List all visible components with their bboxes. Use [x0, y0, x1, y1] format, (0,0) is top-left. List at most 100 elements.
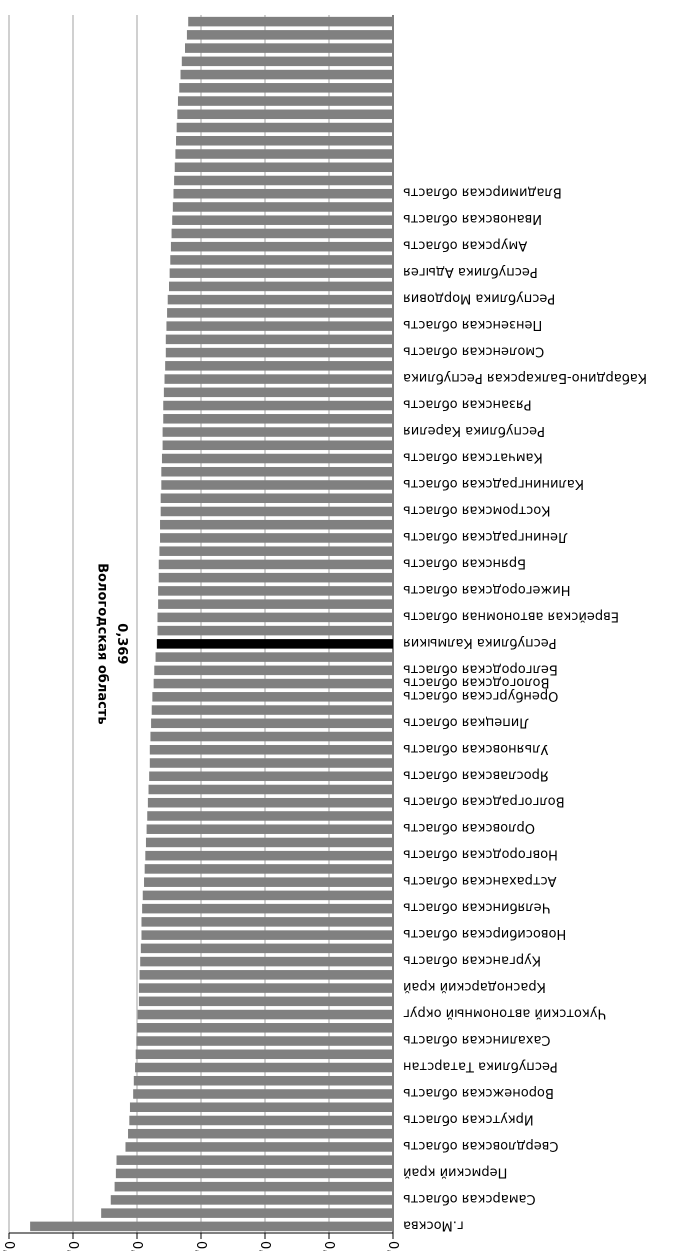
bar: [133, 1089, 393, 1099]
bar: [158, 599, 393, 609]
bar: [173, 188, 393, 199]
bar: [152, 692, 393, 702]
tick-label: 0,500: [65, 1241, 80, 1251]
bar: [157, 612, 393, 623]
bar: [151, 718, 393, 729]
bar: [177, 96, 393, 106]
category-label: Оренбургская область: [403, 688, 558, 703]
annotation-name: Вологодская область: [95, 563, 110, 724]
bar: [162, 440, 393, 451]
category-label: Ивановская область: [403, 211, 542, 226]
category-label: Республика Калмыкия: [403, 635, 557, 650]
category-label: Орловская область: [403, 820, 535, 835]
category-label: Республика Мордовия: [403, 291, 555, 306]
bar: [110, 1195, 393, 1205]
bar: [149, 745, 393, 755]
bar: [133, 1075, 393, 1086]
category-label: Воронежская область: [403, 1085, 554, 1100]
category-label: Еврейская автономная область: [403, 608, 619, 623]
bar: [129, 1115, 393, 1126]
bar: [115, 1168, 393, 1179]
category-label: Камчатская область: [403, 450, 543, 465]
category-label: Ленинградская область: [403, 529, 568, 544]
tick-label: 0,000: [385, 1241, 400, 1251]
category-label: Владимирская область: [403, 185, 562, 200]
bar: [161, 466, 393, 477]
bar: [171, 228, 393, 239]
bar: [180, 69, 393, 80]
bar: [142, 903, 393, 914]
bar: [146, 824, 393, 834]
bar: [149, 758, 393, 768]
bar: [163, 400, 393, 411]
bar: [188, 16, 393, 27]
bar: [148, 784, 393, 795]
tick-label: 0,600: [1, 1241, 16, 1251]
bar: [179, 83, 393, 93]
bar: [164, 374, 393, 384]
bar: [161, 453, 393, 464]
bar: [154, 665, 393, 676]
tick-label: 0,300: [193, 1241, 208, 1251]
bar: [170, 255, 393, 265]
bar: [137, 1009, 393, 1020]
annotation-value: 0,369: [114, 623, 129, 664]
bar: [165, 361, 393, 371]
category-label: Амурская область: [403, 238, 527, 253]
category-label: Ульяновская область: [403, 741, 548, 756]
bar: [150, 731, 393, 742]
bar: [125, 1142, 393, 1152]
bar: [145, 850, 393, 861]
bar: [163, 387, 393, 398]
bar: [158, 559, 393, 570]
category-label: Пермский край: [403, 1164, 507, 1179]
bar: [160, 519, 393, 530]
bar: [116, 1155, 393, 1165]
bar: [174, 162, 393, 173]
bar: [114, 1181, 393, 1192]
bar: [140, 943, 393, 954]
bar: [101, 1208, 393, 1218]
category-label: Челябинская область: [403, 900, 551, 915]
bar: [30, 1221, 393, 1232]
bar: [174, 175, 393, 186]
category-label: Новосибирская область: [403, 926, 566, 941]
category-label: Волгоградская область: [403, 794, 565, 809]
category-label: Республика Адыгея: [403, 264, 538, 279]
bar: [185, 43, 393, 53]
category-label: Ярославская область: [403, 767, 549, 782]
category-label: Нижегородская область: [403, 582, 570, 597]
bar: [160, 533, 393, 543]
bar: [159, 546, 393, 556]
tick-label: 0,100: [321, 1241, 336, 1251]
category-label: Иркутская область: [403, 1111, 534, 1126]
category-label: Республика Татарстан: [403, 1059, 558, 1074]
category-label: Липецкая область: [403, 714, 529, 729]
bar: [149, 771, 393, 782]
category-label: г.Москва: [403, 1217, 464, 1232]
category-label: Белгородская область: [403, 661, 558, 676]
category-label: Республика Карелия: [403, 423, 545, 438]
highlight-annotation: Вологодская область 0,369: [95, 563, 129, 724]
bar: [169, 268, 393, 278]
bar-highlight: [156, 639, 393, 649]
bar: [172, 215, 393, 225]
bar: [144, 864, 393, 874]
bar: [142, 890, 393, 901]
category-label: Кабардино-Балкарская Республика: [403, 370, 647, 385]
category-labels: г.Москва Самарская область Пермский край Св…: [403, 185, 647, 1233]
bar: [165, 347, 393, 358]
category-label: Смоленская область: [403, 344, 544, 359]
bar: [140, 956, 393, 967]
category-label: Костромская область: [403, 502, 550, 517]
bar: [167, 294, 393, 305]
bar: [141, 917, 393, 927]
category-label: Новгородская область: [403, 847, 558, 862]
bar: [136, 1036, 393, 1046]
bar: [167, 308, 393, 318]
bar: [158, 572, 393, 583]
category-label: Астраханская область: [403, 873, 557, 888]
tick-label: 0,400: [129, 1241, 144, 1251]
bar: [165, 334, 393, 345]
